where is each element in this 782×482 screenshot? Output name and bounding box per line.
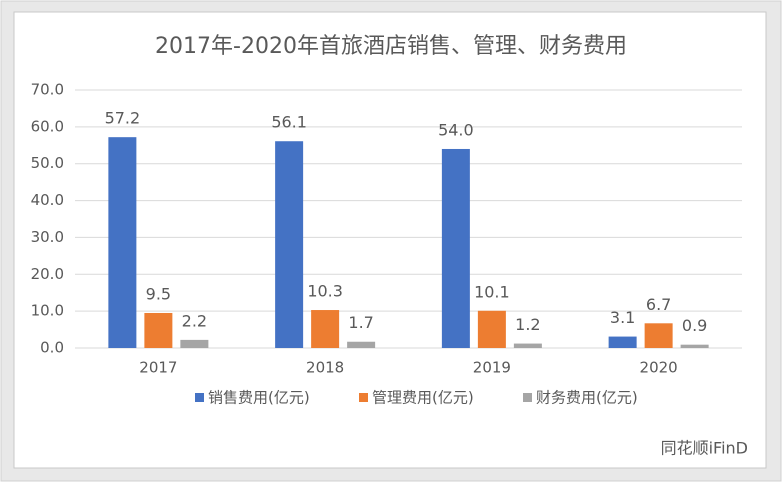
data-label: 10.3 <box>307 282 343 301</box>
x-tick-label: 2020 <box>640 359 678 377</box>
x-tick-label: 2017 <box>139 359 177 377</box>
data-label: 57.2 <box>105 109 141 128</box>
y-tick-label: 60.0 <box>31 117 64 135</box>
bar <box>180 339 209 348</box>
data-label: 2.2 <box>182 311 207 330</box>
data-label: 1.2 <box>515 315 540 334</box>
bar <box>608 336 637 348</box>
chart-title: 2017年-2020年首旅酒店销售、管理、财务费用 <box>155 34 627 59</box>
bar <box>144 312 173 348</box>
data-label: 9.5 <box>146 284 171 303</box>
x-tick-label: 2019 <box>473 359 511 377</box>
bar <box>347 341 376 348</box>
bar <box>644 323 673 348</box>
bar <box>311 310 340 348</box>
bar <box>477 310 506 348</box>
data-label: 56.1 <box>271 113 307 132</box>
legend-swatch <box>359 393 368 402</box>
bar <box>513 343 542 348</box>
bar <box>441 148 470 348</box>
data-label: 0.9 <box>682 316 707 335</box>
legend-swatch <box>195 393 204 402</box>
data-label: 3.1 <box>610 308 635 327</box>
y-tick-label: 40.0 <box>31 191 64 209</box>
y-tick-label: 30.0 <box>31 228 64 246</box>
bar <box>680 344 709 348</box>
data-label: 1.7 <box>348 313 373 332</box>
watermark: 同花顺iFinD <box>661 439 748 458</box>
data-label: 6.7 <box>646 295 671 314</box>
y-tick-label: 50.0 <box>31 154 64 172</box>
x-tick-label: 2018 <box>306 359 344 377</box>
legend-label: 管理费用(亿元) <box>372 389 474 407</box>
y-tick-label: 70.0 <box>31 81 64 99</box>
data-label: 54.0 <box>438 120 474 139</box>
legend-label: 销售费用(亿元) <box>208 389 310 407</box>
y-tick-label: 0.0 <box>40 339 64 357</box>
data-label: 10.1 <box>474 282 510 301</box>
legend-swatch <box>523 393 532 402</box>
chart-area <box>13 11 767 469</box>
legend-label: 财务费用(亿元) <box>536 389 638 407</box>
y-tick-label: 20.0 <box>31 265 64 283</box>
y-tick-label: 10.0 <box>31 302 64 320</box>
bar <box>275 141 304 348</box>
bar <box>108 137 137 348</box>
